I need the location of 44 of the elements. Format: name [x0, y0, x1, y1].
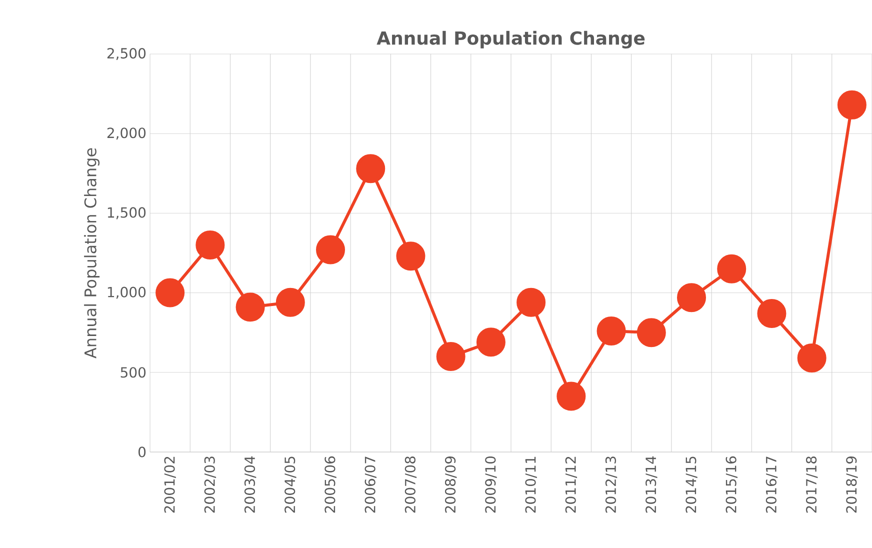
x-tick-label: 2004/05 — [284, 456, 296, 513]
point — [156, 278, 185, 308]
point — [316, 235, 346, 264]
chart-title: Annual Population Change — [376, 30, 645, 48]
y-tick-label: 500 — [120, 367, 146, 378]
x-tick-label: 2016/17 — [766, 456, 778, 513]
point — [556, 382, 586, 411]
x-tick-label: 2011/12 — [565, 456, 578, 513]
point — [276, 288, 305, 317]
y-axis-title: Annual Population Change — [84, 148, 100, 358]
point — [396, 242, 426, 271]
y-tick-label: 1,500 — [108, 207, 146, 220]
y-tick-label: 2,500 — [107, 48, 146, 60]
point — [356, 154, 386, 184]
point — [476, 328, 506, 357]
point — [636, 318, 666, 348]
point — [757, 298, 786, 328]
point — [717, 254, 746, 284]
x-tick-label: 2014/15 — [686, 456, 698, 513]
x-tick-label: 2008/09 — [444, 456, 457, 513]
point — [196, 230, 225, 260]
x-tick-label: 2010/11 — [525, 456, 537, 513]
x-tick-label: 2001/02 — [164, 456, 176, 513]
point — [797, 344, 826, 373]
y-tick-label: 2,000 — [107, 128, 146, 140]
point — [837, 90, 866, 120]
point — [677, 283, 706, 312]
x-tick-label: 2002/03 — [204, 456, 216, 513]
x-tick-label: 2018/19 — [846, 456, 858, 513]
point — [436, 342, 466, 371]
point — [516, 288, 546, 317]
point — [236, 292, 265, 322]
x-tick-label: 2007/08 — [404, 456, 417, 513]
x-tick-label: 2005/06 — [324, 456, 336, 513]
y-tick-label: 1,000 — [108, 286, 146, 299]
x-tick-label: 2013/14 — [646, 456, 658, 513]
y-tick-label: 0 — [138, 446, 146, 458]
x-tick-label: 2012/13 — [605, 456, 618, 513]
x-tick-label: 2017/18 — [806, 456, 818, 513]
point — [596, 316, 626, 346]
x-tick-label: 2009/10 — [485, 456, 497, 513]
x-tick-label: 2003/04 — [244, 456, 256, 513]
x-tick-label: 2015/16 — [726, 456, 738, 513]
x-tick-label: 2006/07 — [364, 456, 376, 513]
